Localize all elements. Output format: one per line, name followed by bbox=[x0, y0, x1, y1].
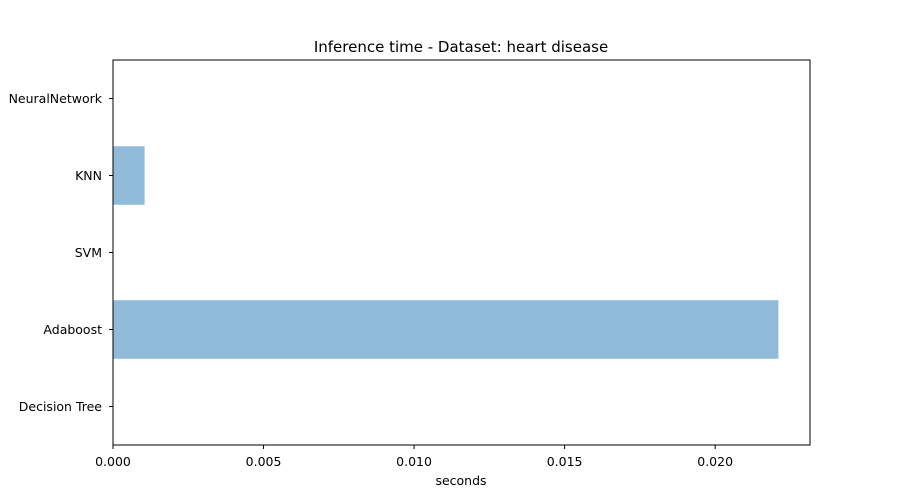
bar-adaboost bbox=[113, 300, 779, 359]
y-axis: Decision Tree Adaboost SVM KNN NeuralNetwork bbox=[9, 91, 113, 414]
bar-group bbox=[113, 146, 779, 359]
x-axis: 0.000 0.005 0.010 0.015 0.020 bbox=[95, 445, 733, 469]
bar-knn bbox=[113, 146, 145, 205]
x-tick-label: 0.005 bbox=[246, 454, 282, 469]
x-axis-label: seconds bbox=[435, 473, 486, 488]
x-tick-label: 0.015 bbox=[547, 454, 583, 469]
y-tick-label: Decision Tree bbox=[19, 399, 103, 414]
y-tick-label: Adaboost bbox=[43, 322, 102, 337]
chart-title: Inference time - Dataset: heart disease bbox=[314, 38, 608, 56]
x-tick-label: 0.020 bbox=[697, 454, 733, 469]
x-tick-label: 0.010 bbox=[396, 454, 432, 469]
x-tick-label: 0.000 bbox=[95, 454, 131, 469]
plot-frame bbox=[112, 59, 811, 446]
y-tick-label: NeuralNetwork bbox=[9, 91, 103, 106]
y-tick-label: SVM bbox=[75, 245, 102, 260]
y-tick-label: KNN bbox=[75, 168, 102, 183]
